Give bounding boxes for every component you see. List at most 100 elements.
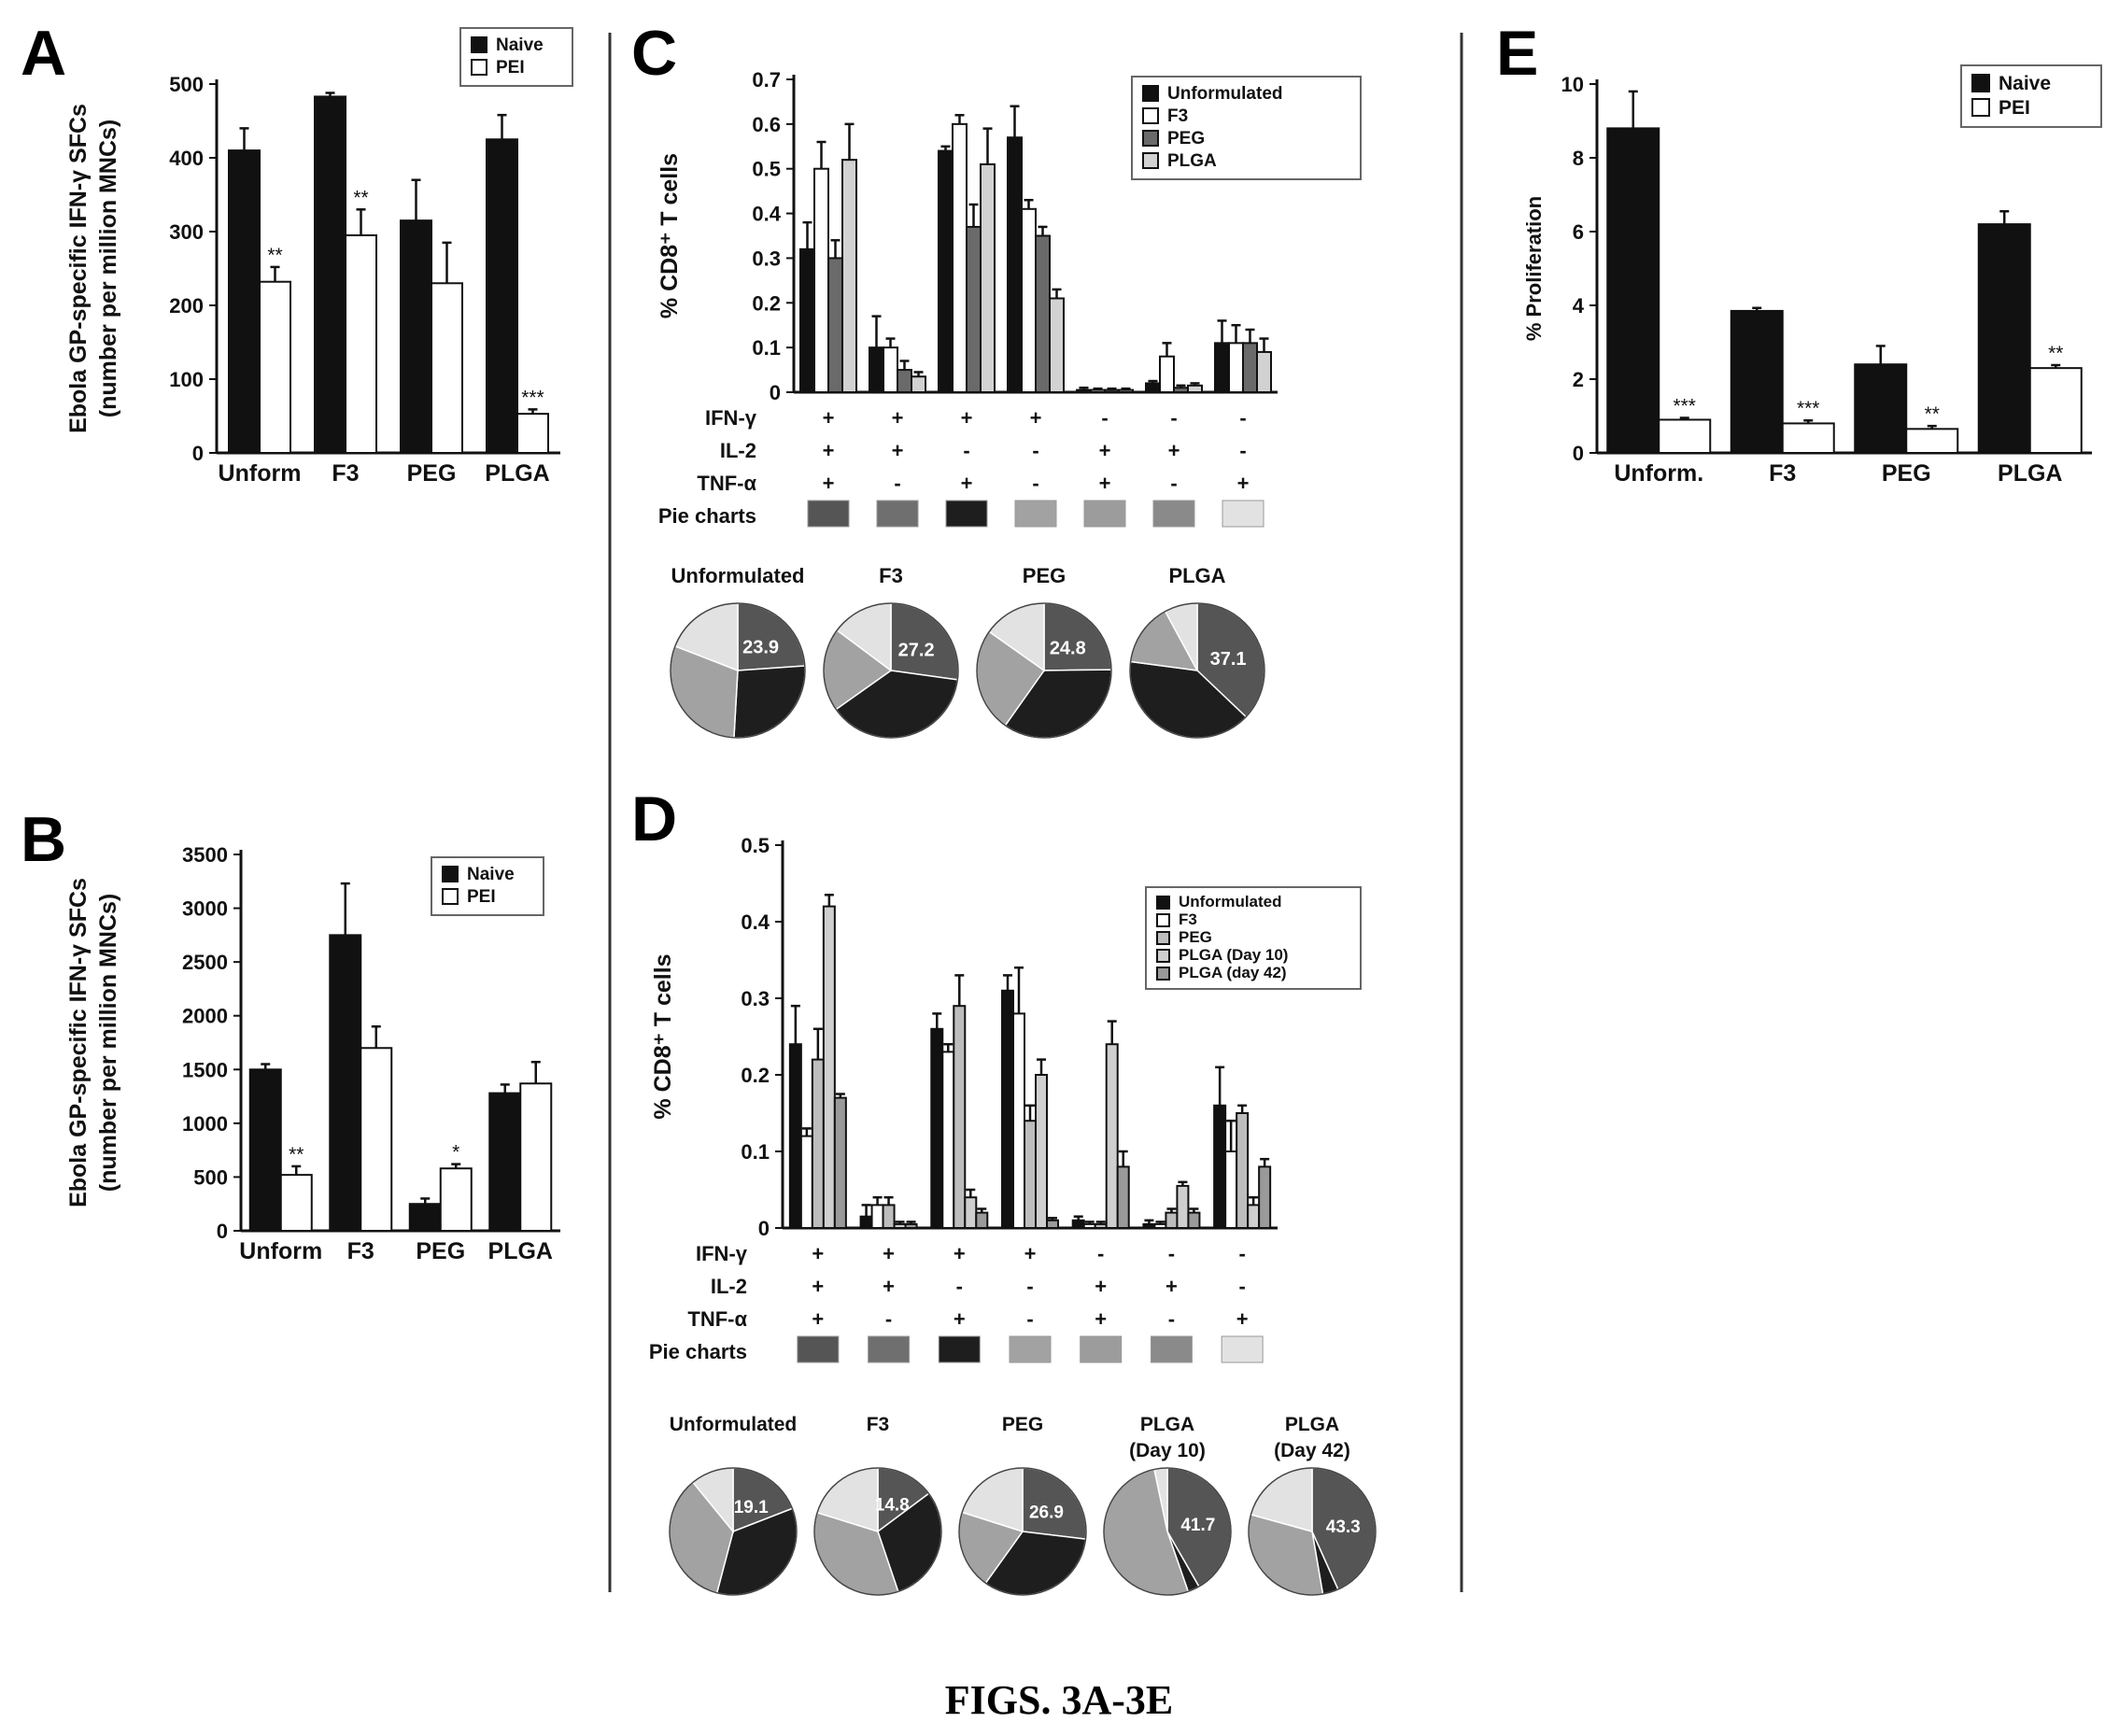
legend-swatch — [1142, 130, 1159, 147]
bar — [975, 1211, 989, 1229]
bar — [833, 1096, 847, 1229]
bar — [1606, 127, 1660, 454]
y-tick-label: 100 — [169, 368, 204, 391]
bar — [314, 95, 346, 455]
bar — [904, 1222, 918, 1230]
bar — [519, 1082, 553, 1232]
bar — [938, 149, 954, 393]
y-tick-label: 0.4 — [741, 910, 770, 934]
y-tick-label: 2000 — [182, 1005, 228, 1028]
bar — [1658, 418, 1712, 455]
significance-label: *** — [1797, 398, 1819, 419]
bar — [1105, 1043, 1119, 1229]
y-tick-label: 3500 — [182, 843, 228, 867]
pie-title: PEG — [1023, 564, 1066, 587]
bar — [952, 122, 968, 393]
y-tick-label: 400 — [169, 147, 204, 170]
marker-symbol: - — [1170, 472, 1177, 495]
bar — [1781, 422, 1835, 454]
bar — [813, 167, 829, 393]
y-axis-label: Ebola GP-specific IFN-γ SFCs — [65, 878, 92, 1207]
legend-label: F3 — [1179, 910, 1197, 928]
bar — [930, 1027, 944, 1230]
marker-symbol: - — [1239, 406, 1246, 430]
figure-caption: FIGS. 3A-3E — [945, 1677, 1173, 1723]
legend-label: PLGA (day 42) — [1179, 964, 1287, 981]
bar — [799, 1135, 813, 1229]
bar — [279, 1174, 313, 1233]
pie-outline — [823, 602, 959, 739]
bar — [1165, 1211, 1179, 1229]
pie-slice — [733, 665, 806, 739]
pie-row-label: Pie charts — [649, 1340, 747, 1363]
marker-symbol: - — [1239, 439, 1246, 462]
significance-label: ** — [267, 245, 282, 266]
pie-title: F3 — [867, 1414, 890, 1435]
y-tick-label: 0.4 — [752, 203, 781, 226]
legend: Naive PEI — [459, 27, 573, 87]
panel-c-chart: 0 0.1 0.2 0.3 0.4 0.5 0.6 0.7 % CD8⁺ T cells Unfo… — [657, 68, 1362, 739]
bar — [827, 257, 843, 393]
marker-symbol: - — [1097, 1242, 1104, 1265]
bar — [1046, 1219, 1059, 1230]
legend-label: Naive — [467, 865, 515, 884]
legend-swatch — [1156, 931, 1170, 945]
y-tick-label: 0.3 — [741, 987, 770, 1010]
pie-value-label: 27.2 — [898, 640, 935, 660]
bar — [1094, 1222, 1108, 1230]
y-axis-label: (number per million MNCs) — [95, 894, 121, 1192]
legend-swatch — [1156, 949, 1170, 963]
legend-label: PEG — [1167, 129, 1205, 148]
bar — [811, 1058, 825, 1229]
bar — [1153, 1222, 1167, 1230]
marker-symbol: - — [1238, 1275, 1245, 1298]
y-tick-label: 0.1 — [741, 1140, 770, 1164]
legend-swatch — [442, 866, 459, 882]
bar — [953, 1005, 967, 1229]
bar — [1142, 1222, 1156, 1230]
pie-color-key — [1083, 500, 1126, 528]
bar — [941, 1051, 955, 1230]
marker-symbol: + — [1030, 406, 1042, 430]
marker-symbol: - — [1168, 1242, 1175, 1265]
marker-symbol: + — [954, 1242, 966, 1265]
bar — [1247, 1204, 1261, 1230]
pie-value-label: 41.7 — [1180, 1516, 1215, 1535]
y-tick-label: 500 — [193, 1165, 228, 1189]
legend-swatch — [1156, 896, 1170, 910]
bar — [1187, 384, 1203, 394]
pie-color-key — [1221, 1335, 1264, 1363]
marker-symbol: - — [1170, 406, 1177, 430]
legend-swatch — [471, 59, 487, 76]
x-tick-label: F3 — [332, 460, 359, 487]
pie-color-key — [876, 500, 919, 528]
y-axis-label: (number per million MNCs) — [95, 120, 121, 417]
bar — [228, 149, 261, 454]
bar — [1730, 309, 1784, 454]
pie-color-key — [938, 1335, 981, 1363]
y-tick-label: 1000 — [182, 1112, 228, 1136]
marker-symbol: + — [812, 1242, 824, 1265]
pie-outline — [813, 1467, 942, 1596]
pie-color-key — [945, 500, 988, 528]
marker-symbol: + — [892, 406, 904, 430]
bar — [1258, 1165, 1272, 1230]
pie-color-key — [797, 1335, 840, 1363]
marker-symbol: + — [1237, 472, 1250, 495]
pie-value-label: 14.8 — [875, 1496, 910, 1516]
x-tick-label: F3 — [347, 1238, 374, 1264]
pie-outline — [1248, 1467, 1377, 1596]
bar — [486, 138, 518, 454]
significance-label: * — [452, 1142, 459, 1164]
bar — [329, 934, 362, 1232]
bar — [1116, 1165, 1130, 1230]
y-tick-label: 3000 — [182, 897, 228, 921]
y-tick-label: 8 — [1573, 147, 1584, 170]
marker-symbol: + — [1095, 1307, 1107, 1331]
pie-title: Unformulated — [670, 1414, 798, 1435]
marker-symbol: - — [1026, 1275, 1033, 1298]
bar — [1214, 342, 1230, 394]
bar — [859, 1215, 873, 1229]
legend-label: F3 — [1167, 106, 1188, 126]
